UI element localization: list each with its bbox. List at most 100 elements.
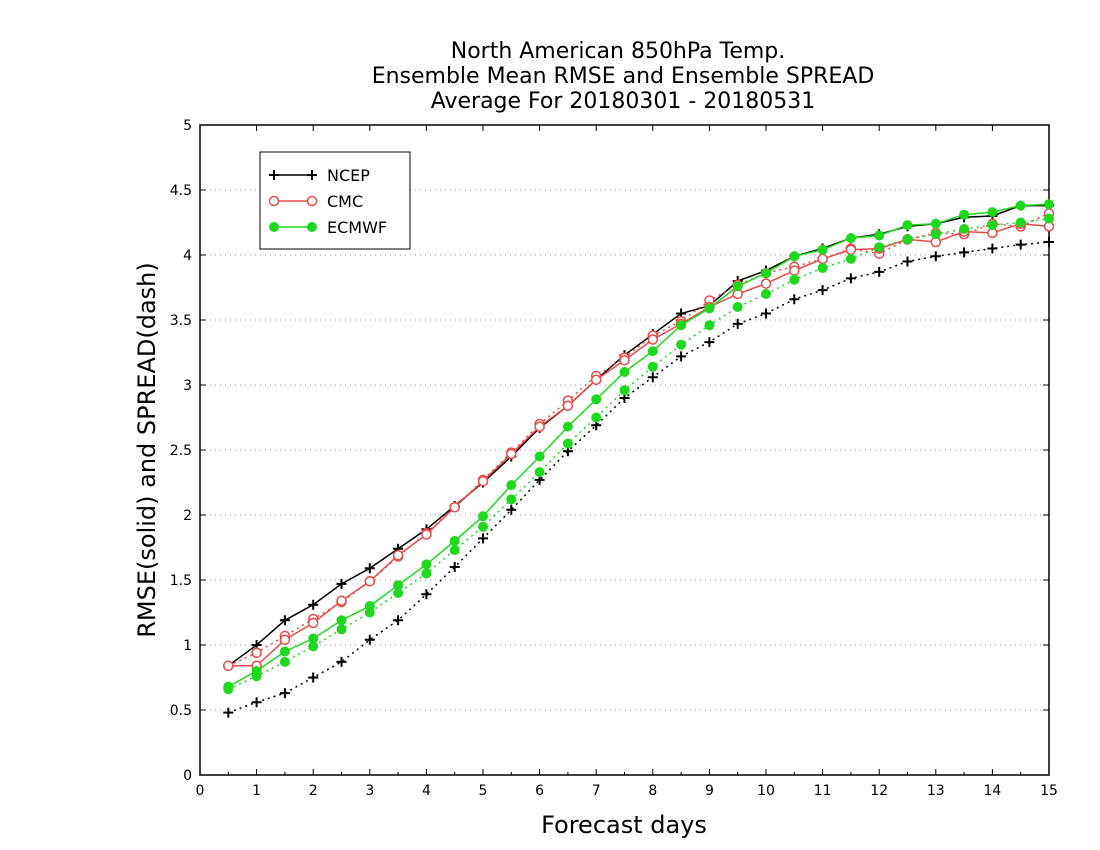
ecmwf-rmse-point bbox=[1015, 200, 1026, 211]
x-tick-label: 3 bbox=[365, 783, 374, 799]
ecmwf-spread-point bbox=[647, 361, 658, 372]
ecmwf-spread-point bbox=[930, 229, 941, 240]
y-axis: 0 0.5 1 1.5 2 2.5 3 3.5 4 4.5 5 bbox=[170, 118, 1049, 784]
ecmwf-rmse-point bbox=[393, 580, 404, 591]
ncep-spread-point bbox=[1015, 239, 1026, 250]
ncep-spread-point bbox=[732, 318, 743, 329]
y-tick-label: 1.5 bbox=[170, 573, 192, 589]
ecmwf-rmse-point bbox=[647, 346, 658, 357]
x-tick-label: 8 bbox=[648, 783, 657, 799]
ecmwf-spread-point bbox=[789, 274, 800, 285]
cmc-rmse-point bbox=[364, 576, 376, 587]
ncep-spread-point bbox=[251, 697, 262, 708]
y-tick-label: 2 bbox=[183, 508, 192, 524]
ecmwf-rmse-point bbox=[421, 559, 432, 570]
ncep-spread-point bbox=[789, 294, 800, 305]
ecmwf-rmse-point bbox=[930, 218, 941, 229]
ncep-spread-point bbox=[817, 285, 828, 296]
ncep-spread-point bbox=[704, 337, 715, 348]
ncep-rmse-line bbox=[227, 204, 1049, 667]
y-tick-label: 0 bbox=[183, 768, 192, 784]
y-tick-label: 4.5 bbox=[170, 183, 192, 199]
legend-marker-cmc bbox=[306, 195, 318, 207]
ecmwf-spread-point bbox=[1015, 217, 1026, 228]
cmc-rmse-point bbox=[845, 244, 857, 256]
y-axis-title: RMSE(solid) and SPREAD(dash) bbox=[133, 262, 161, 638]
cmc-rmse-point bbox=[562, 400, 574, 412]
cmc-spread-point bbox=[251, 647, 262, 659]
ncep-spread-point bbox=[902, 256, 913, 267]
y-tick-label: 0.5 bbox=[170, 703, 192, 719]
ecmwf-rmse-point bbox=[364, 601, 375, 611]
legend-marker-ncep bbox=[307, 170, 317, 180]
cmc-rmse-point bbox=[619, 355, 630, 366]
legend-marker-ecmwf bbox=[269, 222, 279, 232]
legend-marker-ecmwf bbox=[307, 222, 317, 232]
y-tick-label: 3.5 bbox=[170, 313, 192, 329]
cmc-rmse-line bbox=[228, 223, 1050, 667]
ecmwf-rmse-point bbox=[251, 666, 262, 676]
x-tick-label: 9 bbox=[705, 783, 714, 799]
ecmwf-rmse-point bbox=[789, 251, 800, 262]
x-tick-label: 4 bbox=[422, 783, 431, 799]
ecmwf-spread-point bbox=[449, 545, 460, 556]
x-tick-label: 1 bbox=[252, 783, 261, 799]
ncep-rmse-point bbox=[364, 563, 375, 574]
ncep-spread-point bbox=[336, 656, 347, 667]
cmc-rmse-point bbox=[506, 448, 517, 460]
y-tick-label: 5 bbox=[183, 118, 192, 134]
series-ecmwf bbox=[223, 199, 1054, 695]
ncep-rmse-point bbox=[336, 578, 347, 589]
ncep-spread-point bbox=[959, 247, 970, 258]
y-tick-label: 2.5 bbox=[170, 443, 192, 459]
ecmwf-spread-point bbox=[817, 263, 828, 273]
ecmwf-rmse-point bbox=[562, 421, 573, 432]
ncep-spread-point bbox=[364, 634, 375, 645]
ncep-spread-point bbox=[987, 243, 998, 254]
ecmwf-rmse-point bbox=[732, 281, 743, 292]
cmc-rmse-point bbox=[477, 475, 489, 487]
ecmwf-rmse-point bbox=[478, 511, 488, 522]
ecmwf-spread-line bbox=[227, 217, 1050, 690]
ecmwf-rmse-point bbox=[1044, 199, 1054, 210]
ecmwf-rmse-point bbox=[591, 394, 602, 405]
ncep-rmse-point bbox=[308, 599, 319, 610]
ncep-spread-point bbox=[1044, 237, 1054, 247]
ncep-spread-point bbox=[647, 372, 658, 383]
ecmwf-rmse-line bbox=[227, 203, 1050, 688]
ecmwf-spread-point bbox=[619, 385, 630, 396]
ecmwf-rmse-point bbox=[959, 209, 970, 220]
chart-title-line-3: Average For 20180301 - 20180531 bbox=[431, 89, 816, 114]
cmc-rmse-point bbox=[223, 660, 234, 672]
x-tick-label: 14 bbox=[983, 783, 1001, 799]
ecmwf-spread-point bbox=[506, 494, 517, 505]
ecmwf-rmse-point bbox=[817, 244, 828, 255]
ecmwf-rmse-point bbox=[534, 451, 545, 462]
y-tick-label: 3 bbox=[183, 378, 192, 394]
ncep-spread-line bbox=[228, 241, 1050, 714]
ecmwf-spread-point bbox=[308, 641, 319, 652]
ncep-spread-point bbox=[845, 273, 856, 284]
ecmwf-spread-point bbox=[959, 224, 970, 234]
cmc-rmse-point bbox=[392, 550, 404, 561]
cmc-rmse-point bbox=[421, 529, 432, 540]
series-ncep bbox=[223, 200, 1054, 718]
ecmwf-spread-point bbox=[676, 339, 687, 350]
series-layer bbox=[223, 199, 1055, 718]
x-tick-label: 11 bbox=[814, 783, 832, 799]
ncep-spread-point bbox=[478, 533, 488, 544]
ecmwf-rmse-point bbox=[506, 480, 517, 491]
ecmwf-spread-point bbox=[1044, 213, 1054, 224]
ecmwf-spread-point bbox=[732, 302, 743, 312]
x-tick-label: 7 bbox=[592, 783, 601, 799]
series-cmc bbox=[223, 208, 1055, 672]
cmc-rmse-point bbox=[760, 278, 772, 289]
ncep-spread-point bbox=[676, 351, 687, 362]
ncep-spread-point bbox=[223, 707, 234, 718]
ecmwf-spread-point bbox=[902, 234, 913, 245]
ecmwf-spread-point bbox=[845, 253, 856, 264]
ecmwf-rmse-point bbox=[676, 320, 687, 331]
ncep-spread-point bbox=[930, 251, 941, 262]
chart-title-line-2: Ensemble Mean RMSE and Ensemble SPREAD bbox=[372, 64, 875, 89]
cmc-rmse-point bbox=[789, 265, 800, 276]
